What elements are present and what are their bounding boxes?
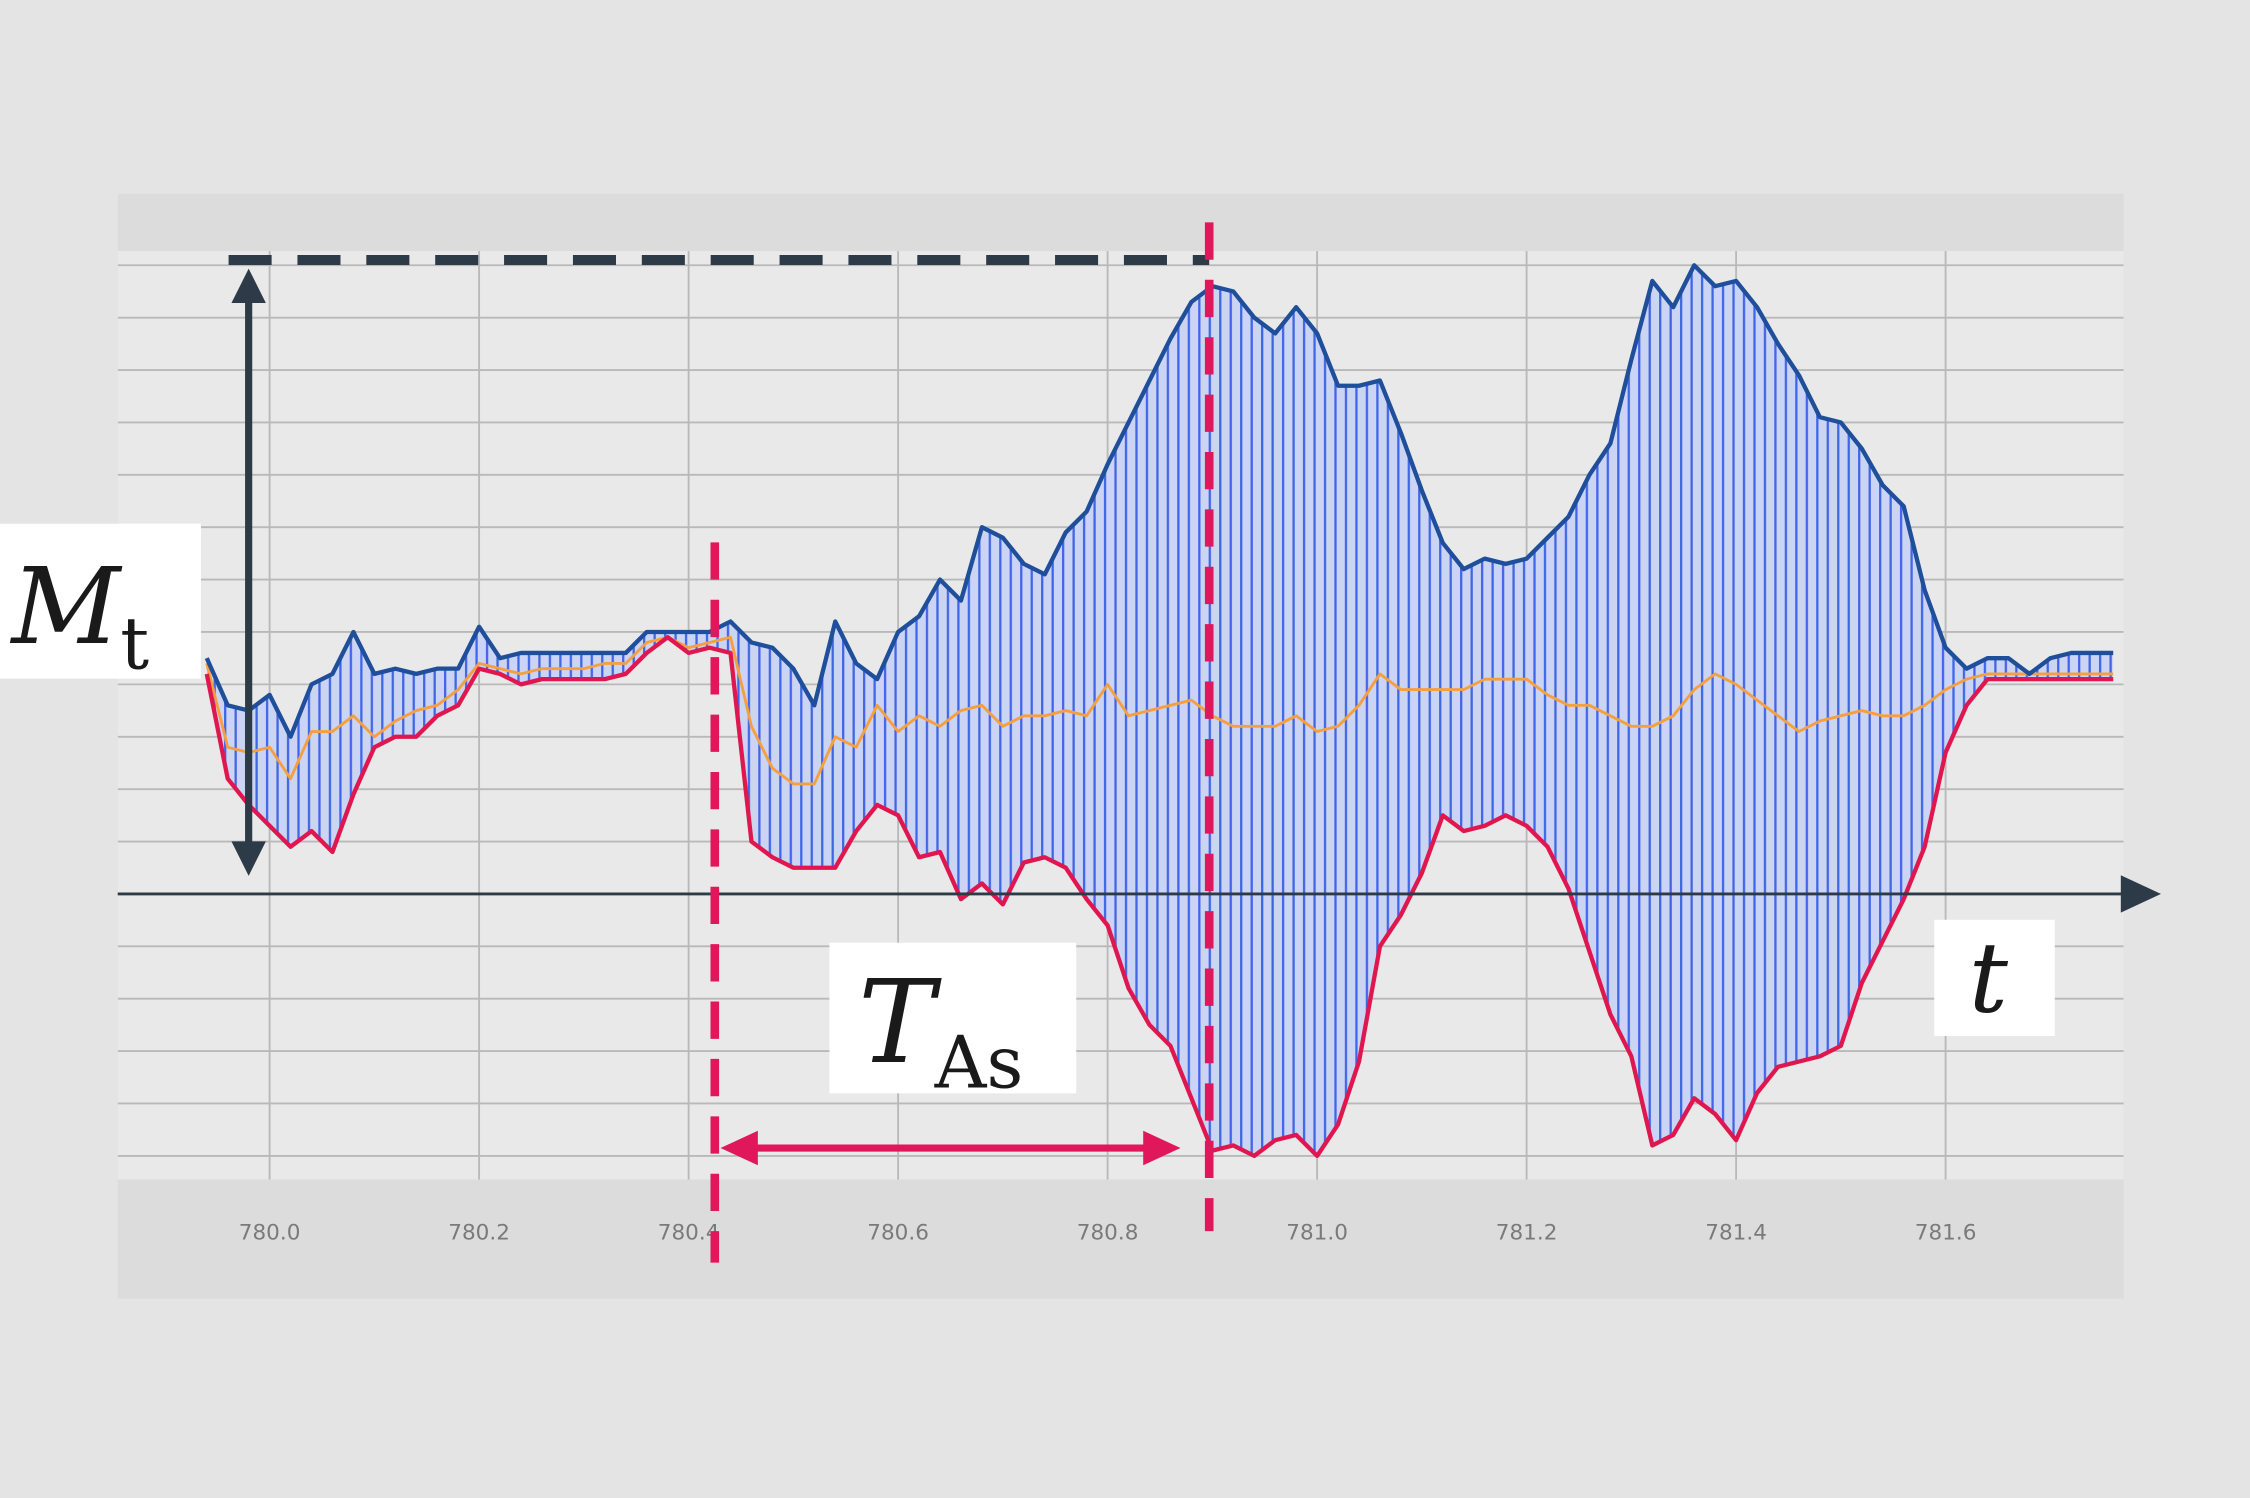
label-box bbox=[1934, 919, 2055, 1036]
time-label-box: TAs bbox=[829, 942, 1077, 1105]
arrow-head bbox=[231, 841, 266, 876]
label-subscript: As bbox=[934, 1021, 1024, 1105]
series-line bbox=[204, 263, 2114, 739]
label-subscript: t bbox=[120, 602, 149, 686]
x-ticks: 780.0 780.2 780.4 780.6 780.8 781.0 781.2 781.4… bbox=[239, 1221, 1977, 1246]
arrow-head bbox=[231, 268, 266, 304]
series-line bbox=[204, 635, 2114, 1159]
x-tick-label: 780.2 bbox=[448, 1221, 510, 1246]
amplitude-label: Mt bbox=[10, 545, 150, 686]
series-line bbox=[205, 635, 2114, 786]
x-tick-label: 780.6 bbox=[867, 1221, 929, 1246]
x-tick-label: 781.6 bbox=[1915, 1221, 1977, 1246]
annotations bbox=[117, 222, 2161, 1263]
x-tick-label: 781.2 bbox=[1496, 1221, 1558, 1246]
arrow-head bbox=[720, 1130, 758, 1166]
amplitude-label-box: Mt bbox=[0, 523, 201, 686]
axis-label-box: t bbox=[1934, 919, 2055, 1036]
x-tick-label: 781.0 bbox=[1286, 1221, 1348, 1246]
arrow-head bbox=[1143, 1130, 1181, 1166]
time-axis-arrow bbox=[2120, 875, 2161, 913]
x-tick-label: 780.4 bbox=[658, 1221, 720, 1246]
label-main: T bbox=[858, 956, 942, 1090]
time-label: TAs bbox=[858, 956, 1023, 1105]
label-box bbox=[0, 523, 201, 679]
label-main: M bbox=[10, 545, 123, 669]
x-tick-label: 780.0 bbox=[239, 1221, 301, 1246]
axis-label: t bbox=[1969, 922, 2009, 1036]
traces bbox=[204, 263, 2114, 1159]
x-tick-label: 781.4 bbox=[1705, 1221, 1767, 1246]
signal-band bbox=[206, 265, 2114, 1156]
x-tick-label: 780.8 bbox=[1077, 1221, 1139, 1246]
label-box bbox=[829, 942, 1077, 1094]
